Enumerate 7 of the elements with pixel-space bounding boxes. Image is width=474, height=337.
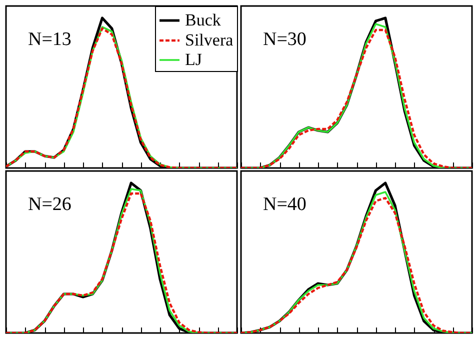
- legend-label: Buck: [185, 10, 222, 30]
- annotation: N=30: [263, 29, 306, 50]
- legend-label: Silvera: [185, 30, 234, 50]
- annotation: N=26: [28, 194, 72, 215]
- annotation: N=40: [263, 194, 306, 215]
- legend-label: LJ: [185, 50, 202, 69]
- annotation: N=13: [28, 29, 72, 50]
